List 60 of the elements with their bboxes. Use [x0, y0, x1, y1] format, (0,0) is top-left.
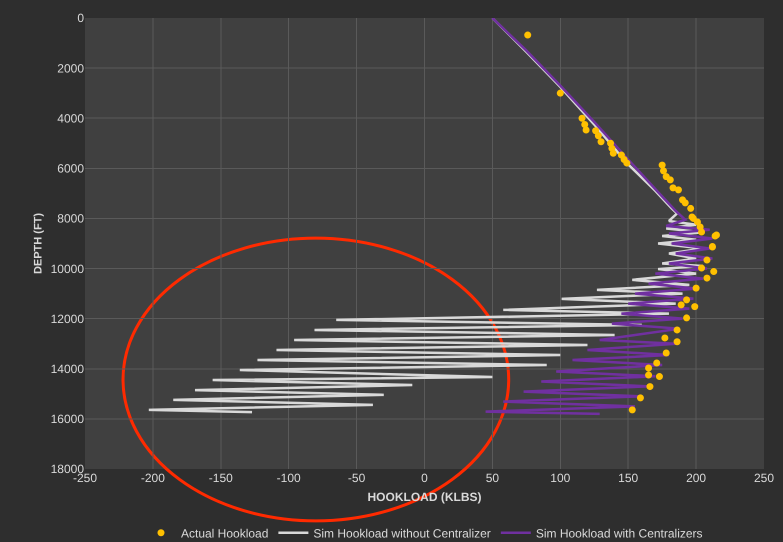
point	[662, 349, 670, 356]
point	[653, 360, 660, 367]
x-tick-label: 50	[486, 471, 500, 485]
point	[682, 199, 689, 206]
legend-label: Sim Hookload without Centralizer	[313, 526, 491, 540]
x-tick-label: 0	[421, 471, 428, 485]
x-tick-label: 150	[618, 471, 639, 485]
point	[636, 394, 644, 402]
point	[661, 334, 668, 342]
point	[623, 160, 630, 167]
point	[660, 167, 668, 174]
point	[666, 176, 674, 184]
point	[687, 204, 694, 212]
point	[594, 132, 602, 140]
point	[656, 373, 663, 380]
legend-label: Actual Hookload	[181, 526, 268, 540]
y-axis-title: DEPTH (FT)	[32, 212, 44, 274]
point	[674, 338, 681, 346]
point	[692, 284, 700, 292]
point	[578, 114, 586, 122]
y-tick-label: 6000	[57, 162, 84, 176]
point	[694, 218, 701, 226]
y-tick-label: 8000	[57, 212, 84, 226]
point	[524, 32, 532, 39]
x-tick-label: 250	[754, 471, 774, 485]
point	[582, 126, 590, 134]
x-tick-label: -150	[208, 471, 234, 485]
point	[703, 256, 710, 264]
point	[703, 274, 710, 282]
point	[698, 228, 706, 236]
point	[645, 364, 652, 372]
y-tick-label: 0	[77, 11, 84, 26]
x-tick-label: -100	[276, 471, 302, 485]
x-tick-label: 100	[550, 471, 571, 485]
x-tick-label: -50	[348, 471, 366, 485]
point	[598, 138, 605, 146]
point	[710, 268, 718, 276]
point	[698, 264, 706, 272]
point	[678, 301, 685, 308]
legend-label: Sim Hookload with Centralizers	[536, 526, 703, 540]
point	[670, 184, 677, 192]
point	[610, 150, 617, 157]
point	[691, 303, 698, 310]
y-tick-label: 10000	[50, 262, 84, 276]
y-tick-label: 2000	[57, 61, 84, 76]
point	[683, 296, 690, 304]
point	[645, 372, 652, 379]
point	[674, 326, 681, 334]
x-tick-label: -200	[140, 471, 166, 485]
point	[658, 162, 666, 169]
point	[628, 406, 636, 414]
y-tick-label: 16000	[50, 412, 84, 426]
point	[646, 383, 654, 390]
point	[674, 186, 682, 194]
y-tick-label: 14000	[50, 362, 84, 376]
y-tick-label: 4000	[57, 111, 84, 126]
point	[683, 314, 690, 322]
y-tick-label: 12000	[50, 312, 84, 326]
point	[556, 90, 564, 97]
x-tick-label: 200	[686, 471, 706, 485]
